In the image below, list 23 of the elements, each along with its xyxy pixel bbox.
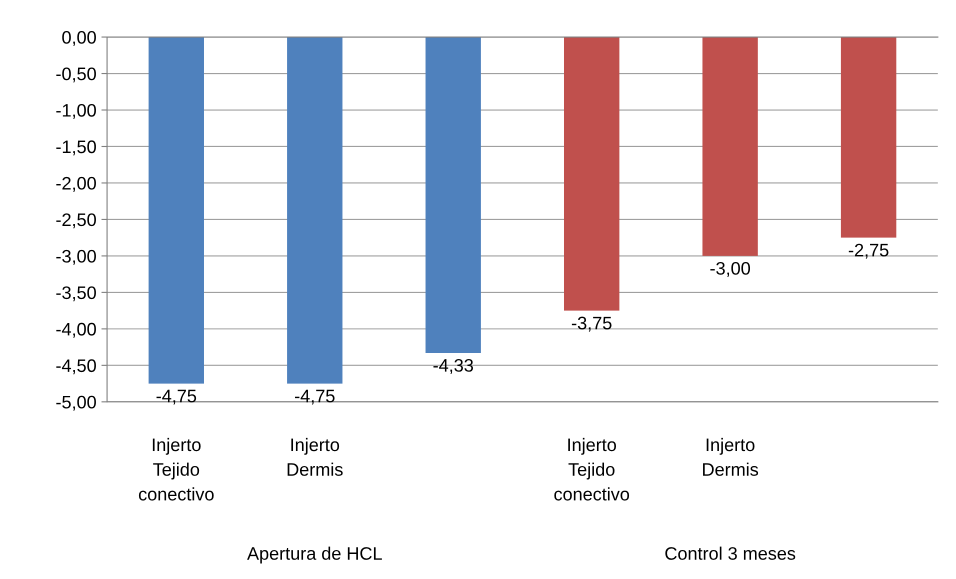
x-tick-label: Injerto Tejido conectivo xyxy=(554,438,630,501)
data-label: -4,75 xyxy=(156,390,196,405)
y-tick-label: -4,00 xyxy=(56,322,96,338)
data-label: -3,00 xyxy=(710,262,750,277)
y-tick-label: -2,00 xyxy=(56,176,96,192)
y-tick-label: -3,00 xyxy=(56,250,96,265)
x-tick-label: Injerto Dermis xyxy=(703,438,758,476)
data-label: -4,33 xyxy=(433,358,474,374)
y-tick-label: -5,00 xyxy=(56,396,96,411)
text: Apertura de HCL xyxy=(247,546,382,564)
y-tick-label: -2,50 xyxy=(56,213,96,228)
data-label: -3,75 xyxy=(572,316,612,332)
y-tick-label: -0,50 xyxy=(56,67,96,82)
y-tick-label: -1,50 xyxy=(56,140,96,156)
data-label: -4,75 xyxy=(294,390,335,405)
y-tick-label: -3,50 xyxy=(56,286,96,302)
y-tick-label: -4,50 xyxy=(56,359,96,374)
y-tick-label: -1,00 xyxy=(56,104,96,119)
text: Control 3 meses xyxy=(665,546,796,560)
data-label: -2,75 xyxy=(848,244,888,259)
y-tick-label: 0,00 xyxy=(62,30,96,46)
x-tick-label: Injerto Tejido conectivo xyxy=(138,438,214,501)
x-tick-label: Injerto Dermis xyxy=(288,438,343,476)
